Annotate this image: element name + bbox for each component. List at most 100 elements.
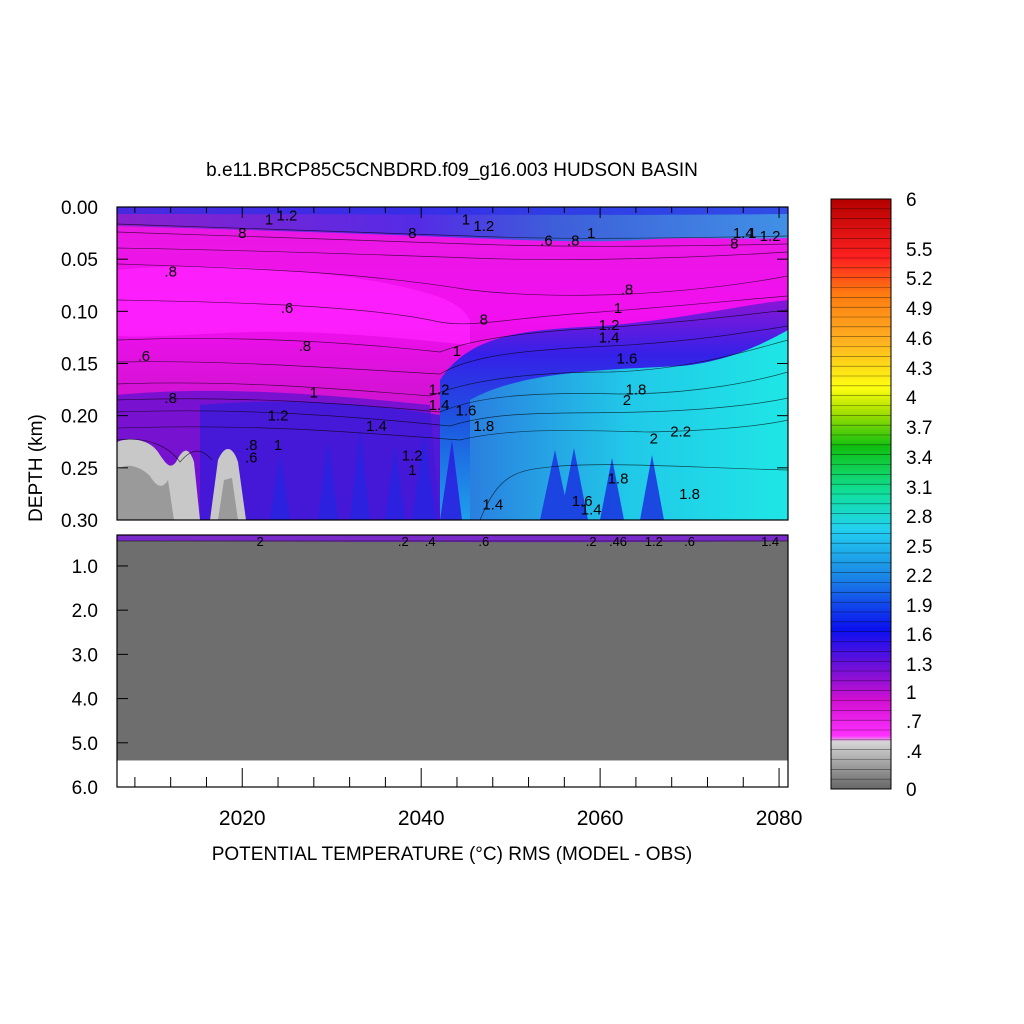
colorbar-label: 4 — [906, 388, 917, 409]
y-axis-lower: 1.0 2.0 3.0 4.0 5.0 6.0 — [72, 557, 128, 799]
y-tick-label: 3.0 — [72, 645, 98, 666]
y-axis-upper: 0.00 0.05 0.10 0.15 0.20 0.25 0.30 — [61, 198, 788, 532]
contour-label: .8 — [567, 232, 580, 249]
x-tick-label: 2080 — [756, 807, 803, 830]
contour-label: 1 — [265, 212, 273, 229]
contour-label: 1 — [748, 225, 756, 242]
contour-label: 1 — [587, 225, 595, 242]
contour-label: .6 — [281, 300, 294, 317]
x-tick-label: 2020 — [219, 807, 266, 830]
contour-label: 1.2 — [429, 382, 450, 399]
colorbar-label: 0 — [906, 780, 917, 801]
contour-label: 1.4 — [599, 329, 620, 346]
contour-label: .46 — [609, 534, 627, 549]
contour-label: 8 — [730, 236, 738, 253]
lower-panel: 2 .2 .4 .6 .2 .46 1.2 .6 1.4 — [117, 534, 788, 787]
chart-title: b.e11.BRCP85C5CNBDRD.f09_g16.003 HUDSON … — [206, 160, 698, 181]
contour-label: 1.4 — [581, 502, 602, 519]
contour-label: 2 — [650, 431, 658, 448]
contour-label: 1.8 — [608, 470, 629, 487]
y-axis-label: DEPTH (km) — [26, 414, 47, 522]
contour-label: 1.4 — [366, 418, 387, 435]
contour-label: 1 — [310, 385, 318, 402]
lower-panel-frame — [116, 534, 789, 788]
colorbar-label: 1 — [906, 683, 917, 704]
contour-label: .6 — [478, 534, 489, 549]
contour-label: 1.8 — [679, 486, 700, 503]
contour-label: .6 — [540, 232, 553, 249]
contour-label: 1 — [453, 343, 461, 360]
colorbar-label: 3.4 — [906, 448, 933, 469]
colorbar-label: 4.3 — [906, 359, 932, 380]
colorbar-label: 5.5 — [906, 240, 932, 261]
contour-label: .8 — [164, 390, 177, 407]
x-tick-label: 2040 — [398, 807, 445, 830]
contour-label: .8 — [164, 264, 177, 281]
contour-label: 1 — [408, 462, 416, 479]
colorbar-label: 1.3 — [906, 655, 932, 676]
y-tick-label: 2.0 — [72, 601, 98, 622]
colorbar-label: 4.6 — [906, 329, 932, 350]
contour-label: 8 — [408, 225, 416, 242]
contour-label: 2.2 — [670, 423, 691, 440]
contour-label: .2 — [586, 534, 597, 549]
x-axis: 2020 2040 2060 2080 — [134, 207, 803, 830]
colorbar-label: 2.8 — [906, 507, 932, 528]
x-axis-label: POTENTIAL TEMPERATURE (°C) RMS (MODEL - … — [212, 844, 693, 865]
colorbar-label: 2.2 — [906, 566, 932, 587]
contour-label: .4 — [425, 534, 436, 549]
contour-label: .6 — [138, 348, 151, 365]
contour-label: 1.2 — [402, 447, 423, 464]
y-tick-label: 5.0 — [72, 734, 98, 755]
contour-label: 8 — [480, 312, 488, 329]
contour-label: 1.4 — [429, 397, 450, 414]
contour-label: 2 — [257, 534, 264, 549]
contour-label: 1.2 — [268, 408, 289, 425]
contour-label: 2 — [623, 392, 631, 409]
contour-label: 1.4 — [482, 496, 503, 513]
contour-label: 1 — [614, 300, 622, 317]
y-tick-label: 0.05 — [61, 250, 98, 271]
contour-label: .6 — [684, 534, 695, 549]
colorbar-label: 2.5 — [906, 537, 932, 558]
y-tick-label: 0.30 — [61, 511, 98, 532]
y-tick-label: 1.0 — [72, 557, 98, 578]
contour-label: 1.6 — [572, 493, 593, 510]
y-tick-label: 0.10 — [61, 302, 98, 323]
colorbar-label: 1.6 — [906, 625, 932, 646]
contour-label: 1.6 — [617, 350, 638, 367]
y-tick-label: 0.15 — [61, 355, 98, 376]
contour-label: 1.8 — [473, 418, 494, 435]
contour-label: .8 — [299, 338, 312, 355]
x-tick-label: 2060 — [577, 807, 624, 830]
colorbar-label: 6 — [906, 190, 917, 211]
contour-label: 1.2 — [645, 534, 663, 549]
upper-panel: 1 1.281 1.28.6.8 1 1.481 1.2.8.6.818 1.21.4.6.… — [117, 207, 788, 520]
colorbar-label: 1.9 — [906, 596, 932, 617]
colorbar-label: .7 — [906, 712, 922, 733]
colorbar-label: 5.2 — [906, 269, 932, 290]
contour-label: 1.6 — [455, 402, 476, 419]
colorbar-label: 3.1 — [906, 478, 932, 499]
contour-label: 1.2 — [760, 228, 781, 245]
y-tick-label: 0.20 — [61, 407, 98, 428]
contour-label: 1.8 — [625, 382, 646, 399]
contour-label: 1 — [462, 212, 470, 229]
y-tick-label: 0.00 — [61, 198, 98, 219]
contour-label: .6 — [245, 449, 258, 466]
colorbar-label: 4.9 — [906, 299, 932, 320]
y-tick-label: 4.0 — [72, 690, 98, 711]
colorbar-label: .4 — [906, 742, 922, 763]
contour-label: .2 — [398, 534, 409, 549]
y-tick-label: 6.0 — [72, 778, 98, 799]
contour-label: 1.4 — [733, 225, 754, 242]
contour-label: 1.2 — [473, 218, 494, 235]
colorbar-label: 3.7 — [906, 418, 932, 439]
contour-label: 8 — [238, 225, 246, 242]
contour-label: 1 — [274, 437, 282, 454]
contour-label: 1.2 — [599, 317, 620, 334]
contour-label: .8 — [245, 437, 258, 454]
y-tick-label: 0.25 — [61, 459, 98, 480]
contour-label: 1.2 — [277, 207, 298, 224]
